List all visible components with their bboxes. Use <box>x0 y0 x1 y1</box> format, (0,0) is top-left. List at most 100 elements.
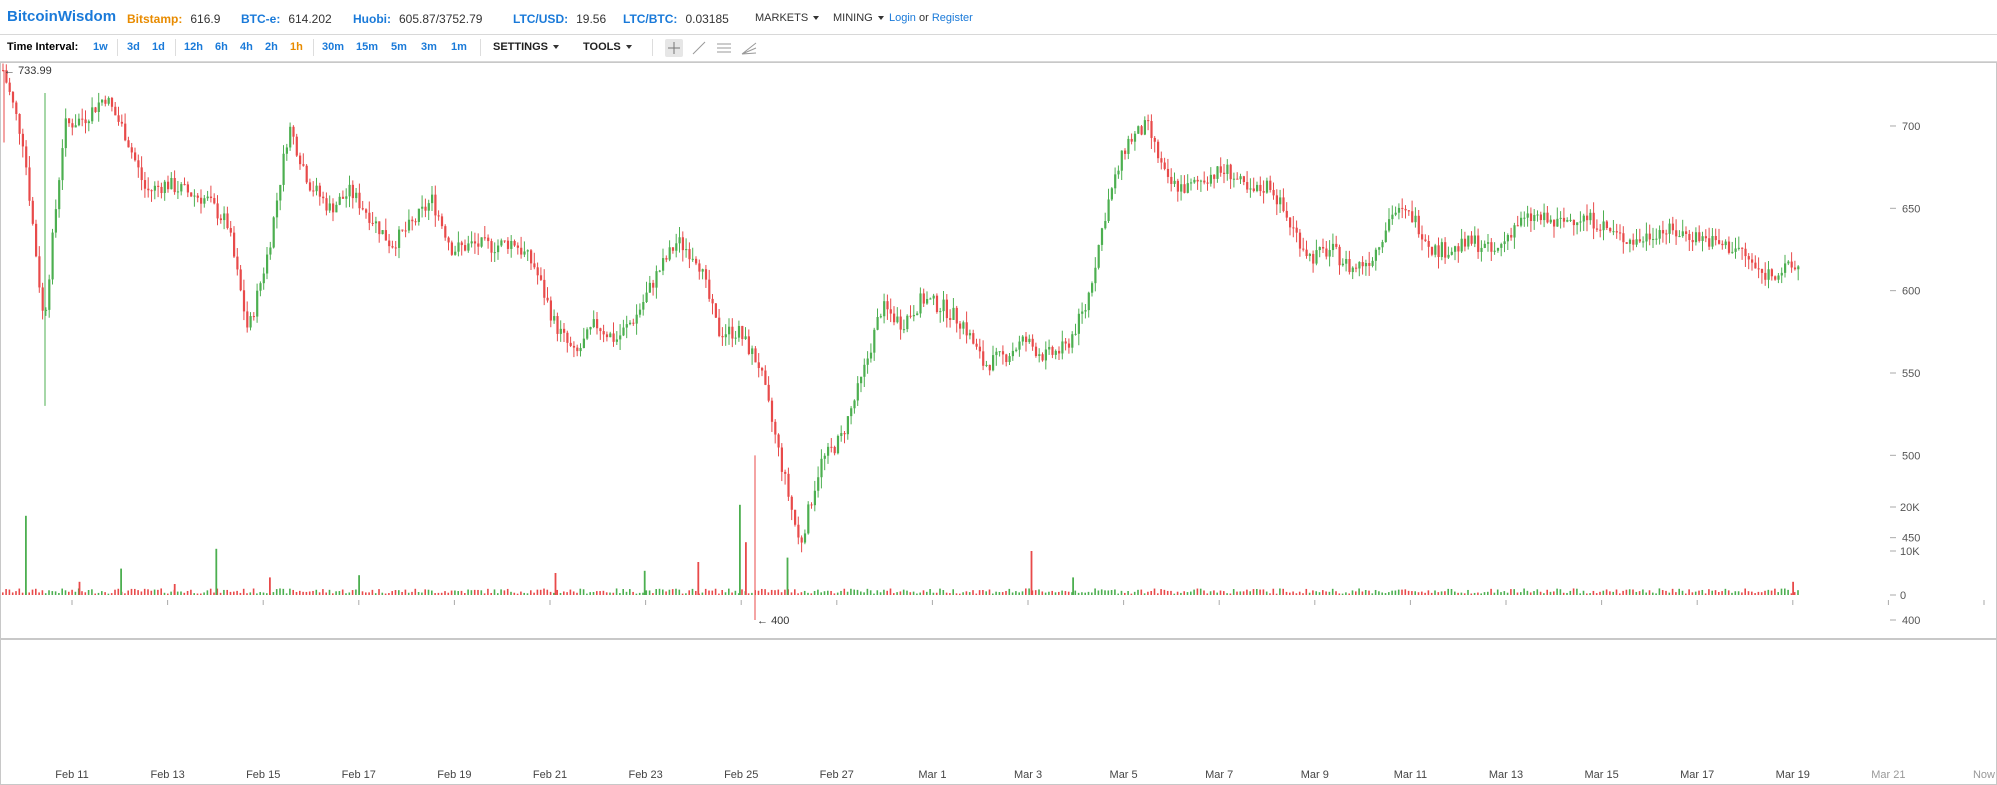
candle-body <box>335 204 338 213</box>
candle-body <box>341 196 345 199</box>
ticker-bitstamp[interactable]: Bitstamp: 616.9 <box>127 12 220 26</box>
caret-down-icon <box>553 45 560 50</box>
ticker-ltc-btc[interactable]: LTC/BTC: 0.03185 <box>623 12 729 26</box>
volume-bar <box>998 592 1001 595</box>
candle-body <box>1044 349 1047 361</box>
volume-bar <box>1239 591 1242 595</box>
candle-body <box>51 232 54 280</box>
chart-area[interactable]: 400 450 500 550 600 650 700 0 10K 20K Feb 11 Feb … <box>0 62 1997 785</box>
interval-2h[interactable]: 2h <box>265 41 278 53</box>
brand-logo[interactable]: BitcoinWisdom <box>7 8 117 25</box>
candle-body <box>147 188 150 191</box>
volume-bar <box>1470 593 1473 595</box>
volume-bar <box>648 590 651 595</box>
volume-bar <box>919 592 921 595</box>
volume-bar <box>124 593 126 595</box>
ticker-huobi[interactable]: Huobi: 605.87/3752.79 <box>353 12 482 26</box>
volume-bar <box>559 592 562 595</box>
settings-menu[interactable]: SETTINGS <box>493 41 560 53</box>
volume-bar <box>1153 588 1156 595</box>
interval-1m[interactable]: 1m <box>451 41 467 53</box>
volume-bar <box>1335 591 1337 595</box>
top-bar: BitcoinWisdom Bitstamp: 616.9 BTC-e: 614.2… <box>0 0 1997 35</box>
candle-body <box>1714 236 1717 241</box>
volume-bar <box>988 589 991 595</box>
candle-body <box>1751 259 1754 263</box>
volume-bar <box>35 588 37 595</box>
volume-bar <box>1520 592 1522 595</box>
candle-body <box>582 338 585 348</box>
volume-bar <box>856 589 859 595</box>
candle-body <box>1289 217 1292 228</box>
login-link[interactable]: Login <box>889 12 916 24</box>
volume-bar <box>635 593 638 595</box>
volume-bar <box>143 588 146 595</box>
volume-bar <box>289 588 291 595</box>
volume-bar <box>1091 592 1093 595</box>
mining-menu[interactable]: MINING <box>833 12 884 24</box>
tools-menu[interactable]: TOOLS <box>583 41 632 53</box>
candle-body <box>853 400 856 409</box>
interval-5m[interactable]: 5m <box>391 41 407 53</box>
candle-body <box>638 309 642 315</box>
volume-bar <box>612 592 615 595</box>
volume-bar <box>1546 589 1548 595</box>
volume-bar <box>490 592 492 595</box>
candle-body <box>1741 247 1744 249</box>
candle-body <box>629 322 632 325</box>
interval-15m[interactable]: 15m <box>356 41 379 53</box>
interval-1h[interactable]: 1h <box>290 41 303 53</box>
volume-bar <box>605 592 608 595</box>
horizontal-lines-icon[interactable] <box>715 39 733 57</box>
interval-3d[interactable]: 3d <box>127 41 140 53</box>
register-link[interactable]: Register <box>931 12 973 24</box>
volume-bar <box>1130 593 1133 595</box>
volume-bar <box>1688 589 1690 595</box>
ticker-btce[interactable]: BTC-e: 614.202 <box>241 12 332 26</box>
volume-bar <box>1516 592 1519 595</box>
volume-bar <box>553 592 555 595</box>
volume-bar <box>236 590 238 595</box>
interval-1w[interactable]: 1w <box>93 41 108 53</box>
interval-6h[interactable]: 6h <box>215 41 228 53</box>
candle-body <box>1473 235 1476 244</box>
volume-bar <box>572 591 575 595</box>
candle-body <box>110 97 114 107</box>
volume-bar <box>1193 589 1195 595</box>
volume-bar <box>962 592 964 595</box>
interval-30m[interactable]: 30m <box>322 41 345 53</box>
candle-body <box>1381 242 1384 248</box>
volume-bar <box>1487 591 1489 595</box>
fan-tool-icon[interactable] <box>740 39 758 57</box>
volume-bar <box>44 593 47 595</box>
candle-body <box>1516 225 1519 227</box>
line-draw-icon[interactable] <box>690 39 708 57</box>
crosshair-icon[interactable] <box>665 39 683 57</box>
volume-bar <box>889 588 892 595</box>
volume-bar <box>764 589 766 595</box>
interval-4h[interactable]: 4h <box>240 41 253 53</box>
interval-1d[interactable]: 1d <box>152 41 165 53</box>
time-tick-label: Feb 17 <box>342 769 376 781</box>
candle-body <box>1259 184 1262 192</box>
volume-bar <box>1001 592 1004 595</box>
candle-body <box>579 347 582 352</box>
volume-bar <box>384 593 387 595</box>
interval-12h[interactable]: 12h <box>184 41 203 53</box>
candle-body <box>850 408 853 417</box>
interval-3m[interactable]: 3m <box>421 41 437 53</box>
candle-body <box>114 106 117 116</box>
markets-menu[interactable]: MARKETS <box>755 12 820 24</box>
candle-body <box>886 301 889 310</box>
time-tick-label: Feb 15 <box>246 769 280 781</box>
ticker-ltc-usd[interactable]: LTC/USD: 19.56 <box>513 12 606 26</box>
candle-body <box>681 237 684 251</box>
volume-bar <box>1549 591 1552 595</box>
volume-bar <box>1358 588 1360 595</box>
candle-body <box>1487 242 1490 244</box>
volume-bar <box>275 589 278 595</box>
candle-body <box>1760 268 1764 273</box>
volume-bar <box>110 593 113 595</box>
volume-spike-bar <box>745 542 747 595</box>
